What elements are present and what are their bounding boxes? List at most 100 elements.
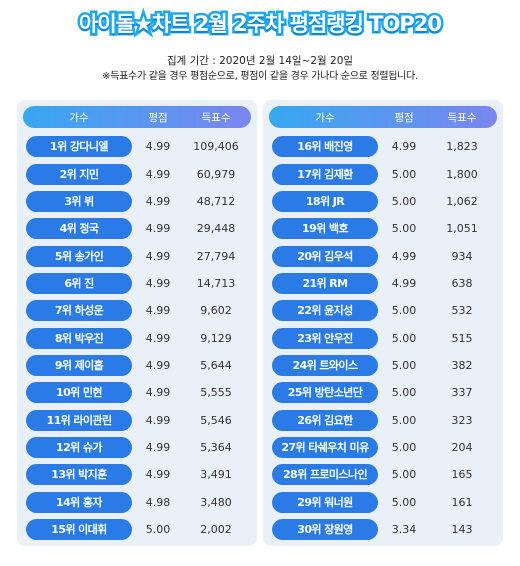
period-note: 집계 기간 : 2020년 2월 14일~2월 20일 [166,55,354,67]
votes-cell: 165 [451,468,473,482]
score-cell: 3.34 [391,522,417,536]
singer-name-badge: 6위 진 [26,272,132,294]
score-cell: 4.99 [145,413,171,427]
votes-cell: 5,555 [200,386,232,400]
score-cell: 5.00 [391,304,417,318]
votes-cell: 638 [451,276,473,290]
singer-name-badge: 29위 워너원 [272,491,378,513]
table-row: 7위 하성운 4.99 9,602 [23,297,251,324]
singer-name-badge: 22위 윤지성 [272,300,378,322]
singer-name-badge: 23위 안우진 [272,327,378,349]
score-cell: 4.99 [145,468,171,482]
header-score: 평점 [394,111,414,124]
singer-cell: 25위 방탄소년단 [269,382,381,404]
table-row: 25위 방탄소년단 5.00 337 [269,379,497,406]
singer-name-badge: 11위 라이관린 [26,409,132,431]
singer-cell: 15위 이대휘 [23,518,135,540]
table-row: 23위 안우진 5.00 515 [269,324,497,351]
singer-name-badge: 21위 RM [272,272,378,294]
table-row: 11위 라이관린 4.99 5,546 [23,406,251,433]
singer-cell: 23위 안우진 [269,327,381,349]
table-row: 16위 배진영 4.99 1,823 [269,133,497,160]
table-row: 12위 슈가 4.99 5,364 [23,434,251,461]
header-votes: 득표수 [201,111,231,124]
singer-name-badge: 25위 방탄소년단 [272,382,378,404]
singer-cell: 12위 슈가 [23,436,135,458]
singer-name-badge: 14위 홍자 [26,491,132,513]
score-cell: 5.00 [391,331,417,345]
singer-cell: 13위 박지훈 [23,464,135,486]
table-row: 27위 타쉐우치 미유 5.00 204 [269,434,497,461]
table-row: 14위 홍자 4.98 3,480 [23,488,251,515]
singer-name-badge: 1위 강다니엘 [26,136,132,158]
table-row: 26위 김요한 5.00 323 [269,406,497,433]
singer-cell: 6위 진 [23,272,135,294]
singer-name-badge: 15위 이대휘 [26,518,132,540]
singer-cell: 24위 트와이스 [269,354,381,376]
singer-name-badge: 28위 프로미스나인 [272,464,378,486]
score-cell: 4.99 [145,276,171,290]
votes-cell: 1,062 [446,194,478,208]
table-row: 18위 JR 5.00 1,062 [269,188,497,215]
singer-name-badge: 8위 박우진 [26,327,132,349]
singer-name-badge: 5위 송가인 [26,245,132,267]
score-cell: 4.99 [145,304,171,318]
score-cell: 4.99 [145,331,171,345]
table-row: 15위 이대휘 5.00 2,002 [23,516,251,543]
score-cell: 4.99 [391,140,417,154]
table-row: 28위 프로미스나인 5.00 165 [269,461,497,488]
singer-name-badge: 18위 JR [272,190,378,212]
votes-cell: 3,491 [200,468,232,482]
ranking-table-right: 가수 평점 득표수 16위 배진영 4.99 1,823 17위 김재환 5.00 1,8… [263,100,503,546]
score-cell: 5.00 [391,222,417,236]
table-row: 10위 민현 4.99 5,555 [23,379,251,406]
singer-cell: 21위 RM [269,272,381,294]
singer-cell: 11위 라이관린 [23,409,135,431]
votes-cell: 5,546 [200,413,232,427]
votes-cell: 5,364 [200,440,232,454]
table-row: 21위 RM 4.99 638 [269,270,497,297]
score-cell: 4.98 [145,495,171,509]
table-header: 가수 평점 득표수 [23,106,251,128]
table-row: 13위 박지훈 4.99 3,491 [23,461,251,488]
table-row: 5위 송가인 4.99 27,794 [23,242,251,269]
singer-name-badge: 10위 민현 [26,382,132,404]
singer-name-badge: 24위 트와이스 [272,354,378,376]
table-row: 2위 지민 4.99 60,979 [23,160,251,187]
ranking-table-left: 가수 평점 득표수 1위 강다니엘 4.99 109,406 2위 지민 4.99 60,… [17,100,257,546]
score-cell: 5.00 [391,386,417,400]
singer-name-badge: 19위 백호 [272,218,378,240]
table-row: 19위 백호 5.00 1,051 [269,215,497,242]
table-row: 1위 강다니엘 4.99 109,406 [23,133,251,160]
votes-cell: 1,823 [446,140,478,154]
score-cell: 5.00 [391,194,417,208]
votes-cell: 532 [451,304,473,318]
votes-cell: 3,480 [200,495,232,509]
singer-cell: 22위 윤지성 [269,300,381,322]
singer-name-badge: 17위 김재환 [272,163,378,185]
score-cell: 4.99 [391,276,417,290]
votes-cell: 515 [451,331,473,345]
singer-cell: 5위 송가인 [23,245,135,267]
singer-name-badge: 3위 뷔 [26,190,132,212]
table-rows: 16위 배진영 4.99 1,823 17위 김재환 5.00 1,800 18위 JR 5.… [269,133,497,543]
singer-cell: 17위 김재환 [269,163,381,185]
table-header: 가수 평점 득표수 [269,106,497,128]
notes: 집계 기간 : 2020년 2월 14일~2월 20일 ※득표수가 같을 경우 … [0,54,520,84]
singer-name-badge: 4위 정국 [26,218,132,240]
votes-cell: 9,602 [200,304,232,318]
singer-cell: 8위 박우진 [23,327,135,349]
votes-cell: 60,979 [196,167,236,181]
singer-cell: 4위 정국 [23,218,135,240]
singer-name-badge: 12위 슈가 [26,436,132,458]
score-cell: 5.00 [391,440,417,454]
table-row: 6위 진 4.99 14,713 [23,270,251,297]
header-votes: 득표수 [447,111,477,124]
table-row: 24위 트와이스 5.00 382 [269,352,497,379]
votes-cell: 382 [451,358,473,372]
table-row: 22위 윤지성 5.00 532 [269,297,497,324]
votes-cell: 323 [451,413,473,427]
votes-cell: 161 [451,495,473,509]
singer-cell: 28위 프로미스나인 [269,464,381,486]
score-cell: 5.00 [391,358,417,372]
